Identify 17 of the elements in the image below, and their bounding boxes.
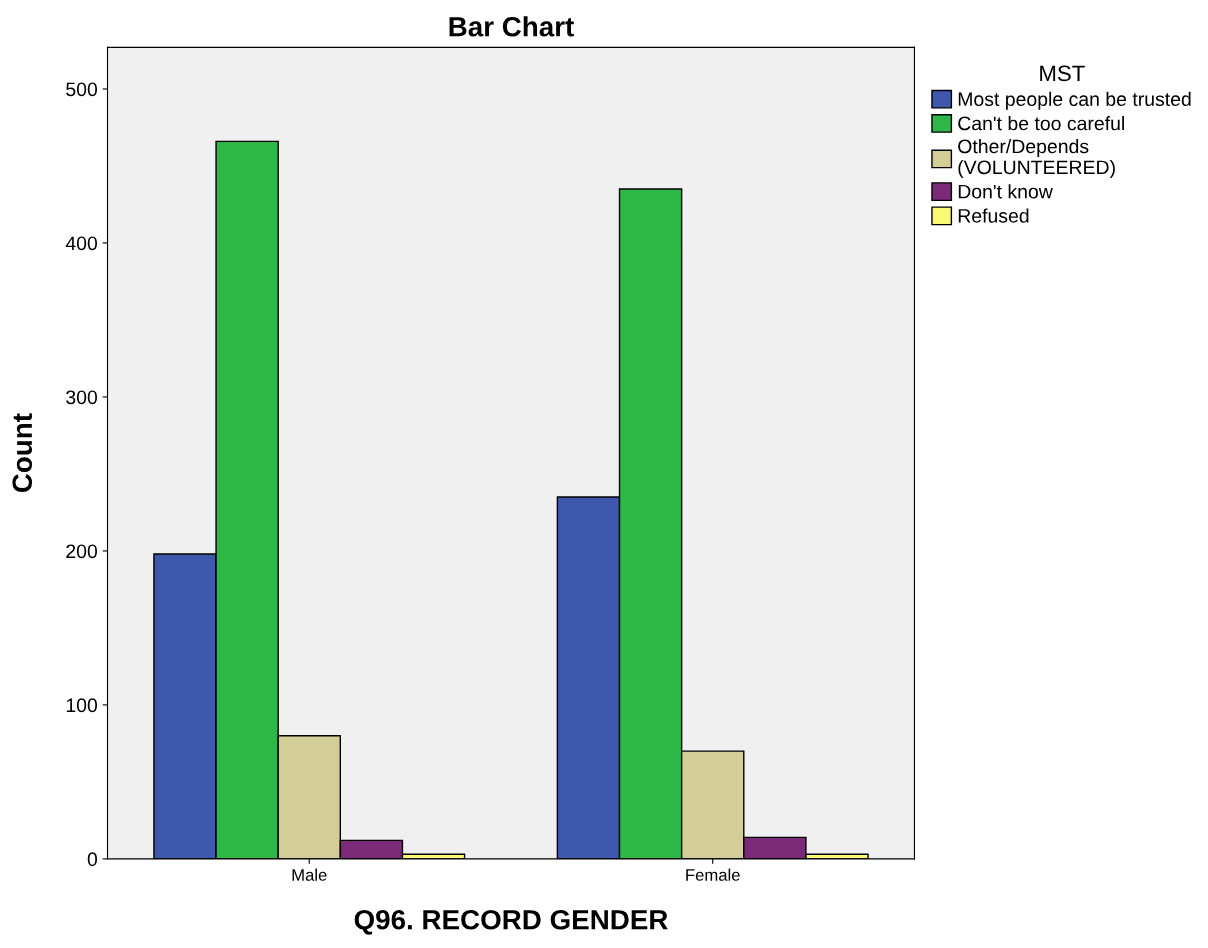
x-axis-title: Q96. RECORD GENDER xyxy=(354,909,668,935)
y-tick-label: 500 xyxy=(66,82,98,97)
y-tick-label: 400 xyxy=(65,236,98,251)
legend-label: Other/Depends (VOLUNTEERED) xyxy=(958,138,1115,179)
x-tick-label: Male xyxy=(292,868,327,881)
y-axis-title: Count xyxy=(12,413,33,493)
x-tick-label: Female xyxy=(686,868,740,881)
legend-title: MST xyxy=(1040,65,1085,82)
chart-title: Bar Chart xyxy=(449,16,574,37)
legend-label: Refused xyxy=(958,208,1029,223)
legend-label: Most people can be trusted xyxy=(958,91,1191,110)
y-tick-label: 200 xyxy=(66,544,98,559)
y-tick-label: 0 xyxy=(87,852,98,867)
y-tick-label: 100 xyxy=(66,698,98,713)
legend-label: Don't know xyxy=(958,184,1053,199)
y-tick-label: 300 xyxy=(66,390,98,405)
legend-label: Can't be too careful xyxy=(958,116,1124,131)
